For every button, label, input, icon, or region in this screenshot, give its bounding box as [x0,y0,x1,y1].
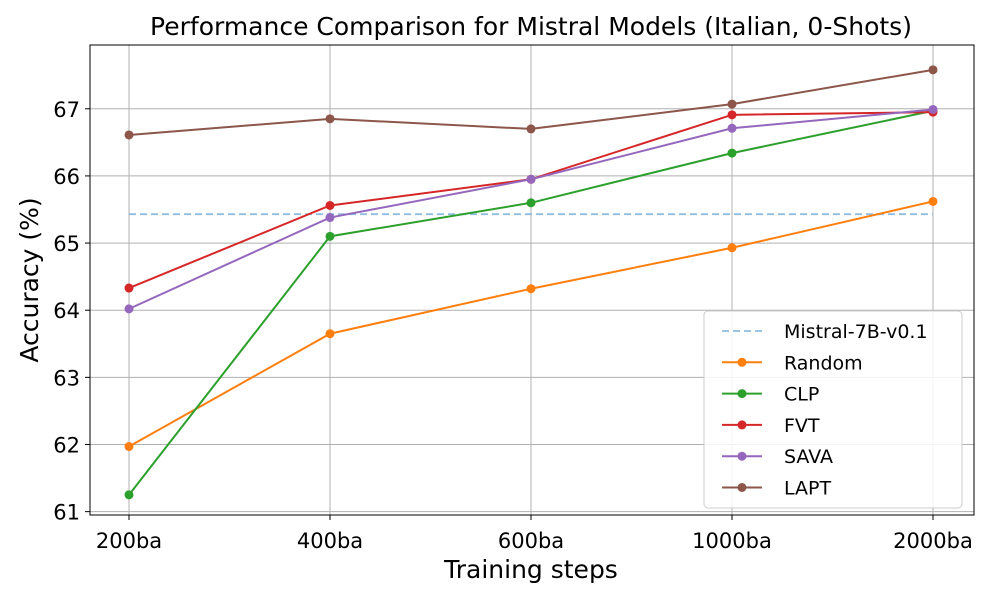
data-point-lapt [526,124,536,134]
data-point-random [526,284,536,294]
data-point-sava [124,304,134,314]
x-tick-label: 400ba [297,529,363,553]
plot-frame [89,44,975,516]
data-point-random [124,442,134,452]
x-tick-label: 1000ba [692,529,772,553]
y-tick-label: 61 [53,501,80,525]
y-axis-label: Accuracy (%) [15,197,44,362]
data-point-random [727,243,737,253]
x-tick-label: 200ba [96,529,162,553]
legend-entry-random: Random [722,352,863,374]
x-tick-label: 2000ba [893,529,973,553]
data-point-fvt [124,283,134,293]
data-point-sava [727,123,737,133]
legend: Mistral-7B-v0.1 Random CLP FVT SAVA LAPT [703,310,963,509]
legend-marker [737,357,747,367]
data-point-clp [124,490,134,500]
legend-marker [737,389,747,399]
series-lines [124,65,938,500]
chart-title: Performance Comparison for Mistral Model… [150,12,912,41]
x-axis-ticks: 200ba 400ba 600ba 1000ba 2000ba [96,515,973,553]
series-random [124,196,938,452]
data-point-clp [325,231,335,241]
legend-entry-sava: SAVA [722,446,833,468]
legend-marker [737,483,747,492]
legend-label: Mistral-7B-v0.1 [784,321,928,343]
y-tick-label: 64 [53,299,80,323]
y-tick-label: 62 [53,434,80,458]
data-point-sava [928,104,938,114]
legend-entry-lapt: LAPT [722,478,831,500]
y-axis-ticks: 61 62 63 64 65 66 67 [53,98,90,525]
y-tick-label: 66 [53,165,80,189]
legend-label: SAVA [784,446,833,468]
data-point-sava [325,213,335,223]
y-tick-label: 67 [53,98,80,122]
legend-marker [737,451,747,461]
series-sava [124,104,938,314]
data-point-clp [727,148,737,158]
legend-label: LAPT [784,478,831,500]
data-point-random [325,329,335,339]
legend-label: CLP [784,384,819,406]
data-point-fvt [325,200,335,210]
data-point-sava [526,174,536,184]
legend-box [703,310,963,509]
y-tick-label: 63 [53,366,80,390]
grid [90,45,974,515]
legend-entry-fvt: FVT [722,415,820,437]
y-tick-label: 65 [53,232,80,256]
data-point-lapt [928,65,938,75]
data-point-clp [526,198,536,208]
legend-entry-mistral-7b-v0-1: Mistral-7B-v0.1 [722,321,928,343]
data-point-lapt [325,114,335,124]
legend-label: FVT [784,415,820,437]
x-axis-label: Training steps [443,555,618,584]
x-tick-label: 600ba [498,529,564,553]
data-point-fvt [727,110,737,120]
data-point-lapt [727,99,737,109]
series-lapt [124,65,938,140]
data-point-lapt [124,130,134,140]
data-point-random [928,196,938,206]
legend-label: Random [784,352,863,374]
legend-entry-clp: CLP [722,384,819,406]
legend-marker [737,420,747,430]
